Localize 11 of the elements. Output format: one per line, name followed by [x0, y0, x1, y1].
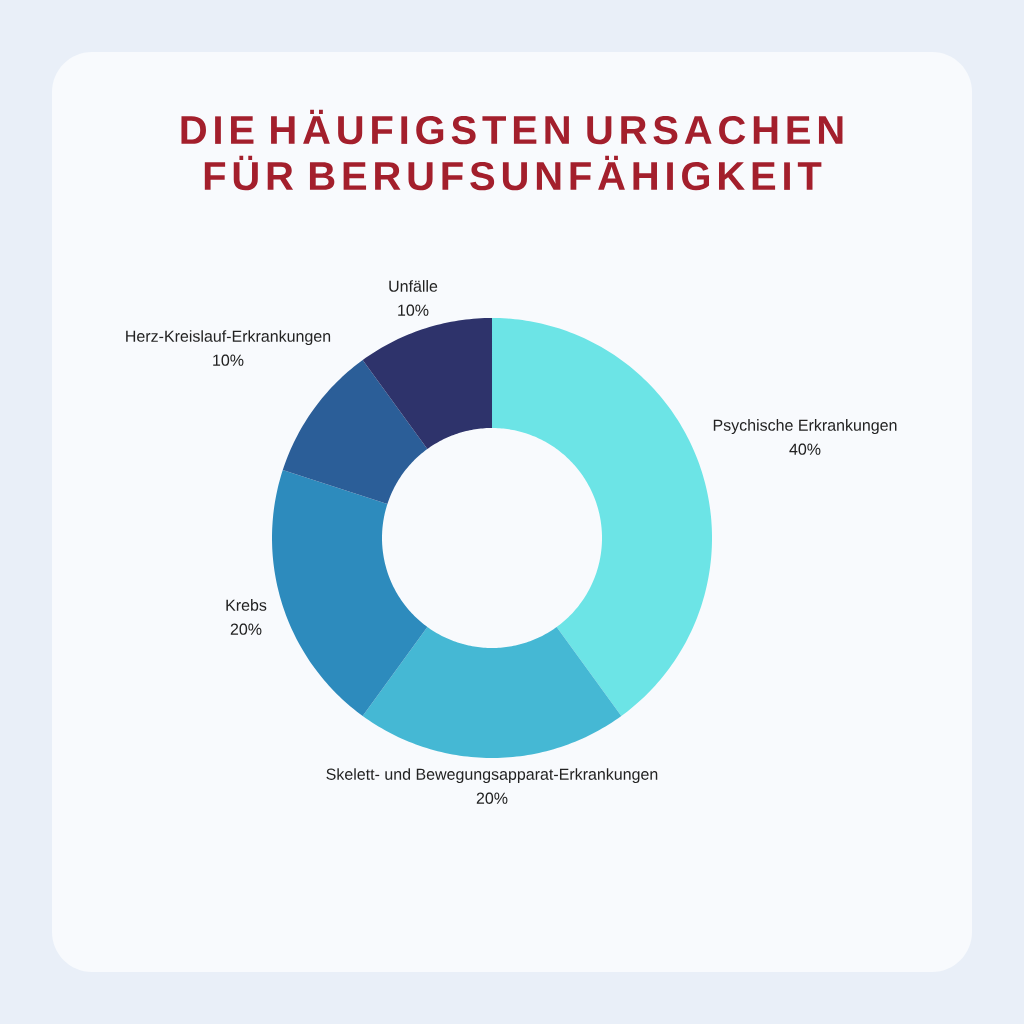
- slice-label: Psychische Erkrankungen: [713, 419, 897, 435]
- data-label: 40%: [789, 443, 821, 455]
- data-label: 20%: [476, 792, 508, 804]
- chart-title: DIE HÄUFIGSTEN URSACHEN FÜR BERUFSUNFÄHIGKEIT: [181, 109, 843, 191]
- slice-label: Krebs: [226, 599, 267, 611]
- slice-label: Skelett- und Bewegungsapparat-Erkrankungen: [326, 768, 658, 784]
- data-label: 10%: [213, 354, 244, 366]
- data-label: 20%: [230, 623, 262, 635]
- data-label: 10%: [398, 304, 429, 316]
- slice-label: Herz-Kreislauf-Erkrankungen: [126, 330, 331, 346]
- slice-label: Unfälle: [389, 280, 438, 292]
